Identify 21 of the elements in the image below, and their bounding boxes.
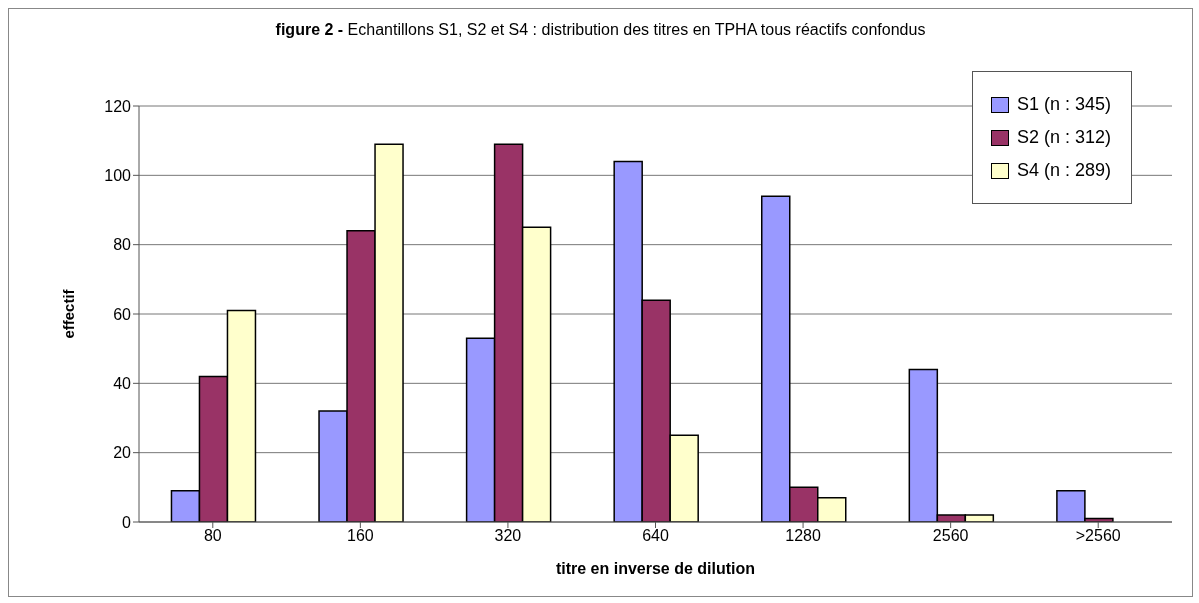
x-tick-label: 1280 [785,527,821,545]
y-tick-label: 20 [113,444,132,462]
y-axis-title: effectif [60,288,78,339]
y-tick-label: 80 [113,236,132,254]
x-tick-label: 80 [203,527,222,545]
y-tick-label: 100 [104,167,132,185]
x-tick-label: 2560 [932,527,969,545]
x-tick-label: >2560 [1075,527,1121,545]
y-tick-label: 120 [104,97,132,115]
legend-label: S1 (n : 345) [1016,94,1111,115]
legend-label: S2 (n : 312) [1016,127,1111,148]
x-tick-label: 640 [642,527,669,545]
x-axis-title: titre en inverse de dilution [555,560,756,577]
chart-subtitle: Echantillons S1, S2 et S4 : distribution des titres en TPHA tous réactifs confondus [347,21,926,38]
legend-label: S4 (n : 289) [1016,160,1111,181]
y-tick-label: 60 [113,305,132,323]
x-tick-label: 320 [494,527,522,545]
y-tick-label: 40 [113,375,132,393]
chart-title: figure 2 - [275,21,344,38]
y-tick-label: 0 [122,513,132,531]
x-tick-label: 160 [347,527,374,545]
